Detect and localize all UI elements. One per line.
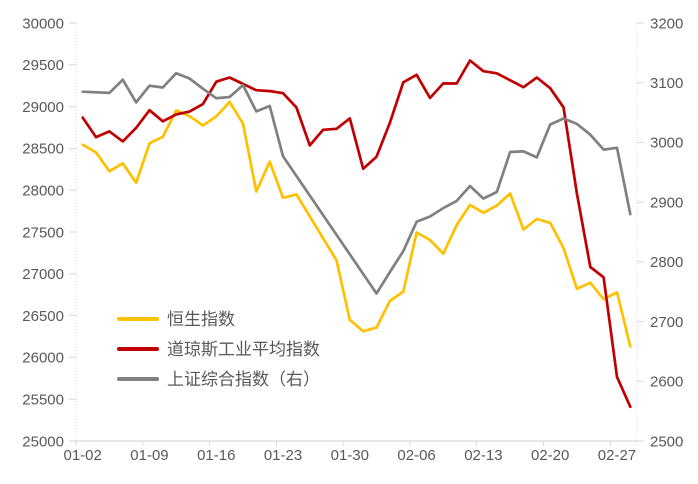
y-axis-left-label: 26000: [22, 350, 64, 367]
chart-legend: 恒生指数 道琼斯工业平均指数 上证综合指数（右）: [117, 304, 320, 394]
y-axis-right-label: 3200: [650, 15, 683, 32]
y-axis-left-label: 29000: [22, 99, 64, 116]
y-axis-left-label: 27500: [22, 224, 64, 241]
y-axis-right-label: 2700: [650, 314, 683, 331]
x-axis-label: 02-20: [531, 447, 569, 464]
series-line-dow-jones-industrial-average: [81, 59, 632, 409]
legend-label-dow-jones: 道琼斯工业平均指数: [167, 339, 320, 359]
y-axis-left-label: 29500: [22, 57, 64, 74]
x-axis-label: 01-30: [331, 447, 369, 464]
y-axis-right-label: 2600: [650, 374, 683, 391]
y-axis-left-label: 28500: [22, 141, 64, 158]
y-axis-right-label: 3100: [650, 75, 683, 92]
y-axis-right-label: 2900: [650, 194, 683, 211]
y-axis-left-label: 25500: [22, 391, 64, 408]
y-axis-left-label: 27000: [22, 266, 64, 283]
legend-item-dow-jones: 道琼斯工业平均指数: [117, 334, 320, 364]
legend-item-shanghai-composite: 上证综合指数（右）: [117, 364, 320, 394]
series-line-shanghai-composite-right: [81, 71, 632, 295]
y-axis-left-label: 30000: [22, 15, 64, 32]
x-axis-label: 01-09: [130, 447, 168, 464]
x-axis-label: 01-16: [197, 447, 235, 464]
legend-label-shanghai-composite: 上证综合指数（右）: [167, 369, 320, 389]
x-axis-label: 02-13: [464, 447, 502, 464]
y-axis-left-label: 25000: [22, 433, 64, 450]
y-axis-right-label: 3000: [650, 135, 683, 152]
series-line-hang-seng: [81, 100, 632, 348]
x-axis-label: 01-23: [264, 447, 302, 464]
legend-swatch-shanghai-composite: [117, 377, 159, 381]
y-axis-left-label: 28000: [22, 182, 64, 199]
y-axis-right-label: 2800: [650, 254, 683, 271]
legend-swatch-dow-jones: [117, 347, 159, 351]
x-axis-label: 01-02: [63, 447, 101, 464]
y-axis-right-label: 2500: [650, 433, 683, 450]
y-axis-left-label: 26500: [22, 308, 64, 325]
legend-label-hang-seng: 恒生指数: [167, 309, 235, 329]
legend-swatch-hang-seng: [117, 317, 159, 321]
x-axis-label: 02-06: [397, 447, 435, 464]
x-axis-label: 02-27: [598, 447, 636, 464]
legend-item-hang-seng: 恒生指数: [117, 304, 320, 334]
